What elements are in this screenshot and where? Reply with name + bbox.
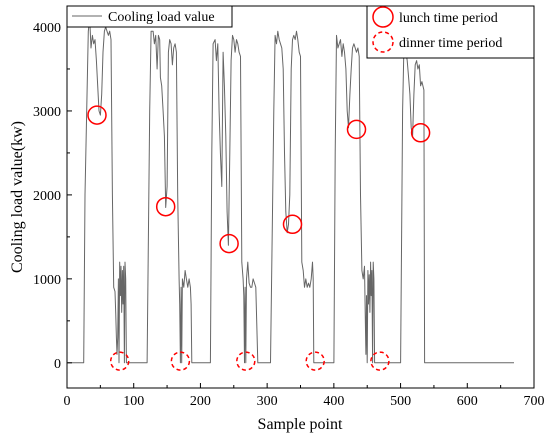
y-axis-label: Cooling load value(kw) bbox=[9, 121, 26, 273]
series-line-0 bbox=[67, 18, 514, 364]
legend-left-box bbox=[66, 5, 233, 28]
dinner-marker-0 bbox=[109, 351, 130, 371]
x-tick-label-1: 100 bbox=[123, 394, 144, 409]
x-axis-label: Sample point bbox=[258, 416, 343, 433]
x-tick-label-7: 700 bbox=[524, 394, 545, 409]
lunch-marker-5 bbox=[410, 123, 431, 143]
legend-right: lunch time period dinner time period bbox=[366, 5, 535, 59]
dinner-marker-3 bbox=[370, 351, 390, 371]
x-tick-label-3: 300 bbox=[257, 394, 278, 409]
lunch-marker-2 bbox=[219, 233, 239, 254]
x-axis-ticks: 0 100 200 300 400 500 600 700 bbox=[64, 383, 545, 409]
x-tick-label-6: 600 bbox=[457, 394, 478, 409]
lunch-marker-4 bbox=[346, 119, 367, 140]
legend-lunch-label: lunch time period bbox=[399, 11, 498, 26]
y-axis-ticks: 0 1000 2000 3000 4000 bbox=[33, 21, 72, 372]
dinner-marker-2 bbox=[236, 351, 256, 371]
lunch-marker-0 bbox=[87, 105, 107, 125]
dinner-marker-1 bbox=[170, 351, 191, 371]
lunch-marker-swatch bbox=[372, 6, 394, 28]
dinner-marker-swatch bbox=[372, 31, 394, 53]
lunch-marker-1 bbox=[155, 196, 176, 217]
y-tick-label-1: 1000 bbox=[33, 273, 61, 288]
y-tick-label-2: 2000 bbox=[33, 189, 61, 204]
x-tick-label-4: 400 bbox=[323, 394, 344, 409]
series-layer bbox=[67, 18, 514, 364]
dinner-marker-4 bbox=[305, 351, 325, 371]
x-tick-label-0: 0 bbox=[64, 394, 71, 409]
x-tick-label-2: 200 bbox=[190, 394, 211, 409]
lunch-marker-3 bbox=[282, 214, 303, 235]
marker-layer bbox=[87, 105, 431, 371]
y-tick-label-4: 4000 bbox=[33, 21, 61, 36]
legend-left: Cooling load value bbox=[66, 5, 233, 28]
x-tick-label-5: 500 bbox=[390, 394, 411, 409]
legend-dinner-label: dinner time period bbox=[399, 36, 502, 51]
y-tick-label-3: 3000 bbox=[33, 105, 61, 120]
legend-line-label: Cooling load value bbox=[108, 10, 215, 25]
legend-right-box bbox=[366, 5, 535, 59]
y-tick-label-0: 0 bbox=[54, 357, 61, 372]
